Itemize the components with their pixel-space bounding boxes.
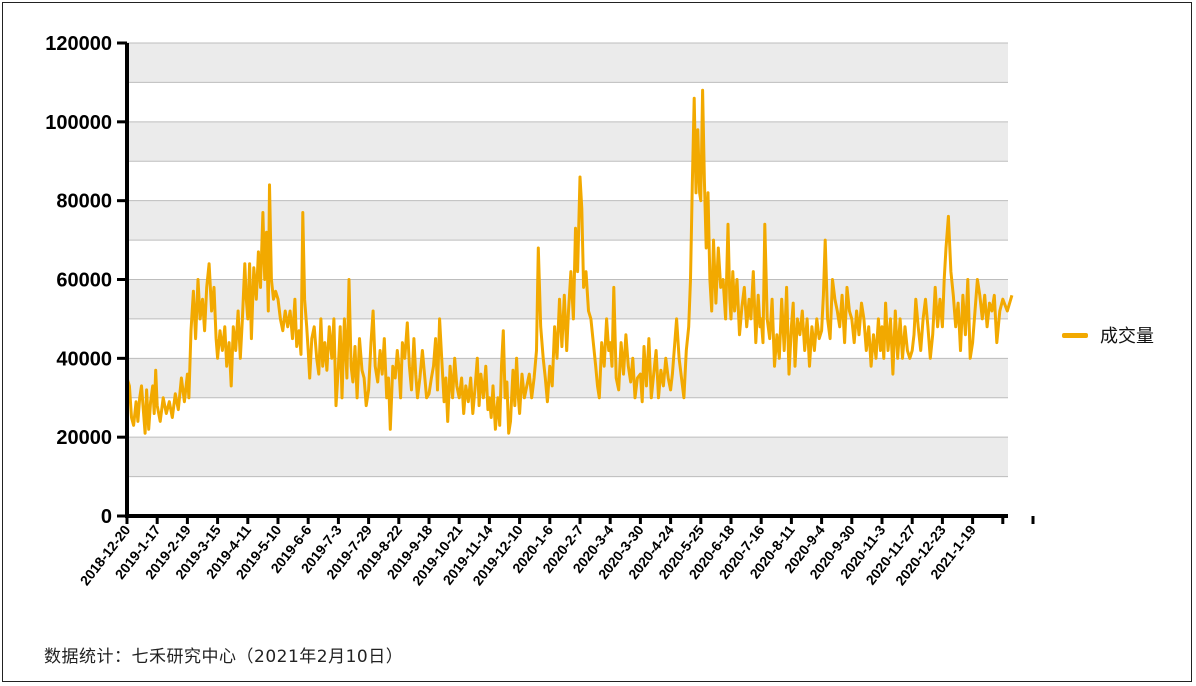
grid-band — [127, 43, 1008, 83]
grid-band — [127, 121, 1008, 162]
y-tick-label: 20000 — [56, 427, 112, 449]
x-axis-ticks: 2018-12-202019-1-172019-2-192019-3-15201… — [77, 516, 1035, 588]
series-line-成交量 — [125, 88, 1014, 435]
y-tick-label: 60000 — [56, 270, 112, 292]
y-axis-ticks: 0 20000 40000 60000 80000 100000 120000 — [45, 33, 127, 528]
grid-band — [127, 358, 1008, 398]
grid-bands — [127, 43, 1008, 477]
y-tick-label: 0 — [101, 506, 112, 528]
legend-label: 成交量 — [1100, 326, 1154, 347]
legend-swatch-icon — [1062, 332, 1088, 338]
grid-lines — [127, 42, 1008, 478]
source-footnote: 数据统计：七禾研究中心（2021年2月10日） — [44, 647, 404, 667]
grid-band — [127, 200, 1008, 241]
y-tick-label: 120000 — [45, 33, 112, 55]
y-tick-label: 80000 — [56, 191, 112, 213]
y-tick-label: 40000 — [56, 348, 112, 370]
grid-band — [127, 437, 1008, 477]
legend: 成交量 — [1062, 322, 1154, 348]
y-tick-label: 100000 — [45, 112, 112, 134]
